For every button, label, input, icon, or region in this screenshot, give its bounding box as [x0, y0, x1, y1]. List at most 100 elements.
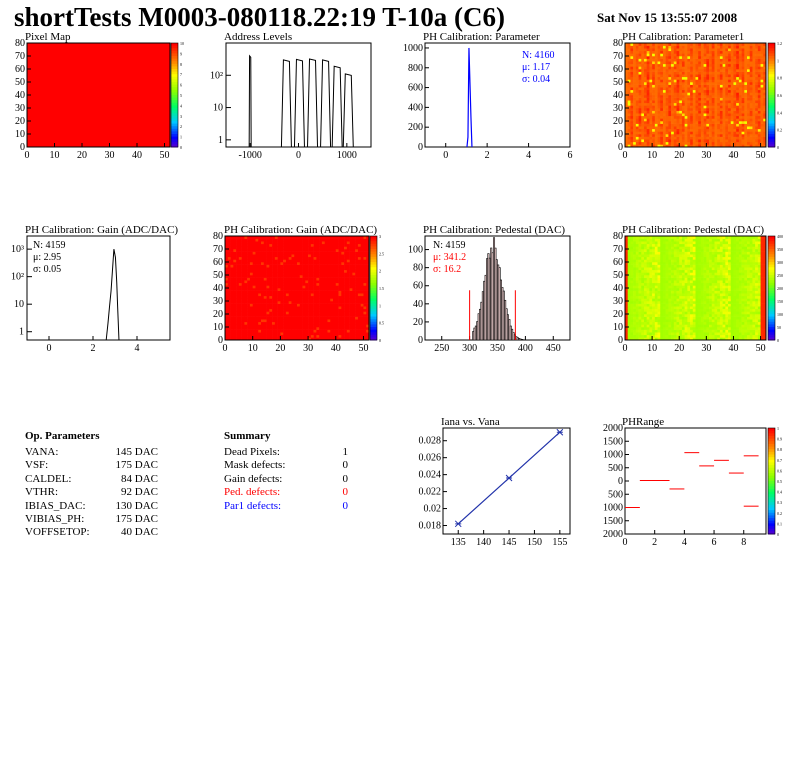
gain-cell [230, 293, 234, 297]
param1-cell [660, 76, 664, 80]
pedestal-cell [625, 246, 629, 250]
param1-cell [717, 89, 721, 93]
palette-cell [768, 123, 775, 127]
param1-cell [706, 48, 710, 52]
palette-cell [171, 76, 178, 80]
param1-cell [744, 82, 748, 85]
param1-cell [744, 71, 748, 75]
gain-cell [313, 264, 317, 268]
pedestal-cell [641, 256, 645, 260]
gain-cell [238, 282, 242, 286]
gain-cell [321, 243, 325, 247]
gain-cell [241, 314, 245, 317]
param1-cell [627, 128, 631, 132]
param1-cell [692, 43, 696, 46]
gain-cell [344, 314, 348, 317]
param1-cell [668, 63, 672, 67]
param1-cell [741, 89, 745, 93]
pedestal-cell [652, 238, 656, 242]
gain-cell [341, 277, 345, 281]
param1-cell [671, 126, 675, 130]
gain-cell [252, 243, 256, 247]
param1-cell [690, 105, 694, 109]
param1-cell [752, 105, 756, 109]
pedestal-cell [633, 332, 637, 336]
gain-cell [299, 324, 303, 328]
param1-cell [741, 69, 745, 72]
gain-cell [294, 269, 298, 273]
param1-cell [668, 121, 672, 124]
gain-cell [258, 275, 262, 278]
param1-cell [736, 63, 740, 67]
gain-cell [288, 337, 292, 341]
param1-cell [660, 84, 664, 88]
gain-cell [357, 259, 361, 263]
gain-cell [249, 316, 253, 320]
gain-cell [363, 295, 367, 299]
gain-cell [269, 303, 273, 307]
gain-cell [272, 308, 276, 312]
param1-cell [755, 108, 759, 111]
gain-cell [355, 277, 359, 281]
param1-cell [719, 102, 723, 106]
gain-cell [294, 251, 298, 255]
pedestal-cell [630, 308, 634, 312]
gain-cell [352, 295, 356, 299]
param1-cell [690, 45, 694, 49]
param1-cell [635, 76, 639, 80]
gain-cell [227, 337, 231, 341]
param1-cell [625, 43, 629, 46]
gain-cell [230, 251, 234, 255]
param1-cell [679, 113, 683, 117]
x-tick-label: 40 [331, 343, 341, 354]
x-tick-label: 50 [756, 150, 766, 161]
param1-cell [730, 69, 734, 72]
gain-cell [238, 249, 242, 252]
gain-cell [227, 251, 231, 255]
gain-cell [330, 264, 334, 268]
param1-cell [690, 58, 694, 62]
gain-cell [305, 311, 309, 315]
gain-cell [291, 321, 295, 325]
param1-cell [730, 50, 734, 54]
pedestal-cell [641, 241, 645, 245]
gain-cell [333, 306, 337, 310]
gain-cell [310, 308, 314, 312]
gain-cell [327, 262, 331, 265]
palette-cell [370, 243, 377, 247]
param1-cell [744, 115, 748, 119]
param1-cell [763, 136, 767, 140]
gain-cell [274, 295, 278, 299]
param1-cell [649, 66, 653, 70]
gain-cell [261, 311, 265, 315]
pedestal-cell [627, 256, 631, 260]
gain-cell [299, 319, 303, 323]
param1-cell [703, 66, 707, 70]
gain-cell [310, 254, 314, 258]
palette-cell [370, 275, 377, 279]
gain-cell [344, 251, 348, 255]
param1-cell [684, 45, 688, 49]
param1-cell [692, 92, 696, 96]
gain-cell [335, 332, 339, 336]
param1-cell [711, 97, 715, 101]
pedestal-cell [654, 324, 658, 328]
gain-cell [277, 246, 281, 250]
pedestal-cell [635, 262, 639, 265]
gain-cell [335, 293, 339, 297]
param1-cell [681, 71, 685, 75]
param1-cell [736, 110, 740, 114]
param1-cell [747, 121, 751, 124]
pedestal-cell [649, 301, 653, 304]
param1-cell [741, 115, 745, 119]
param1-cell [736, 118, 740, 122]
param1-cell [681, 118, 685, 122]
gain-cell [321, 256, 325, 260]
gain-cell [305, 337, 309, 341]
gain-cell [299, 337, 303, 341]
param1-cell [698, 128, 702, 132]
gain-cell [277, 256, 281, 260]
param1-cell [657, 134, 661, 137]
param1-cell [749, 76, 753, 80]
param1-cell [744, 110, 748, 114]
